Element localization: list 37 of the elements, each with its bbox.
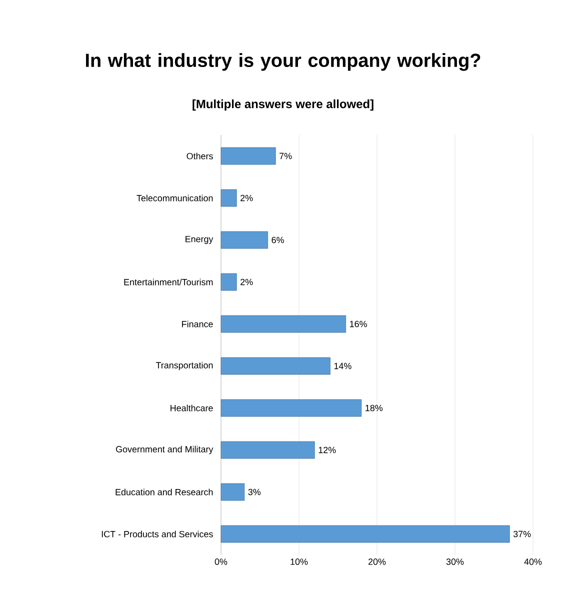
data-label: 3%	[248, 488, 261, 496]
bar	[220, 231, 268, 249]
chart-title: In what industry is your company working?	[86, 53, 480, 71]
y-tick-label: Education and Research	[116, 488, 213, 496]
y-tick-label: Energy	[186, 236, 214, 244]
y-tick-label: Finance	[182, 320, 213, 328]
x-tick-label: 30%	[446, 558, 464, 565]
x-tick-label: 10%	[290, 558, 308, 565]
y-tick-label: ICT - Products and Services	[102, 530, 213, 538]
bar	[220, 315, 346, 333]
y-tick-label: Others	[186, 152, 213, 160]
y-tick-label: Entertainment/Tourism	[124, 278, 213, 286]
y-tick-label: Healthcare	[170, 404, 213, 412]
y-tick-label: Transportation	[156, 362, 213, 370]
bar	[220, 483, 245, 501]
data-label: 16%	[350, 320, 367, 328]
data-label: 6%	[272, 236, 284, 244]
data-label: 14%	[334, 362, 352, 370]
bar	[220, 525, 510, 543]
data-label: 18%	[366, 404, 383, 412]
x-tick-label: 40%	[524, 558, 542, 565]
bar	[220, 189, 237, 207]
bar	[220, 399, 362, 417]
y-tick-label: Government and Military	[116, 446, 214, 454]
data-label: 12%	[318, 446, 336, 454]
y-tick-label: Telecommunication	[136, 194, 213, 202]
data-label: 2%	[240, 194, 253, 202]
bar	[220, 147, 276, 165]
bar	[220, 441, 315, 459]
x-tick-label: 0%	[214, 558, 228, 565]
bar	[220, 273, 237, 291]
x-tick-label: 20%	[368, 558, 386, 565]
data-label: 2%	[240, 278, 253, 286]
data-label: 37%	[513, 530, 531, 538]
data-label: 7%	[280, 152, 292, 160]
chart-subtitle: [Multiple answers were allowed]	[192, 99, 374, 111]
bar	[220, 357, 330, 375]
